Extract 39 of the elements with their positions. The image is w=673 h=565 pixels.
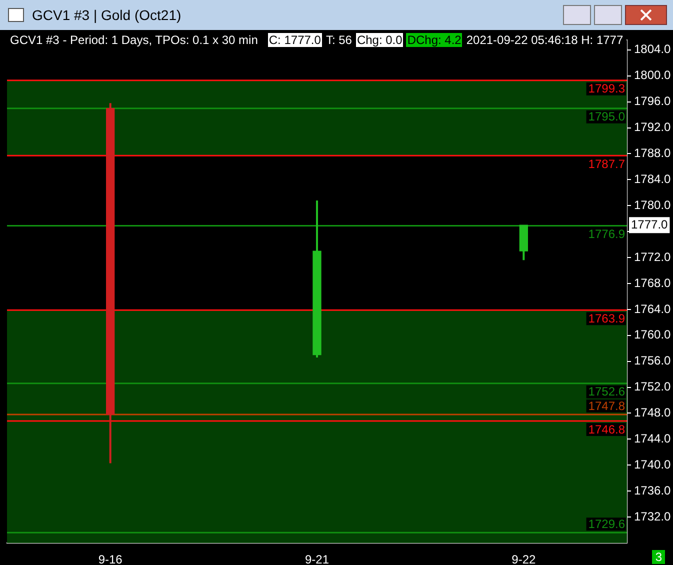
annotation: C: 1777.0 — [268, 33, 322, 47]
ref-line-label: 1729.6 — [588, 516, 626, 531]
ref-line-label: 1799.3 — [588, 82, 626, 96]
x-tick-label: 9-21 — [304, 552, 330, 565]
ref-line-label: 1787.7 — [588, 156, 626, 171]
annotation: 2021-09-22 05:46:18 H: 1777 — [465, 33, 624, 47]
y-tick-label: 1804.0 — [634, 42, 672, 56]
y-tick-label: 1752.0 — [634, 380, 672, 394]
y-tick-label: 1756.0 — [634, 354, 672, 368]
annotation: Chg: 0.0 — [356, 33, 404, 47]
y-tick-label: 1792.0 — [634, 120, 672, 134]
ref-line-label: 1747.8 — [588, 398, 626, 413]
y-tick-label: 1780.0 — [634, 198, 672, 212]
y-tick-label: 1748.0 — [634, 406, 672, 420]
y-tick-label: 1800.0 — [634, 68, 672, 82]
y-tick-label: 1772.0 — [634, 250, 672, 264]
annotation: 1777.0 — [631, 217, 668, 232]
y-tick-label: 1760.0 — [634, 328, 672, 342]
y-tick-label: 1768.0 — [634, 276, 672, 290]
ref-line-label: 1746.8 — [588, 422, 626, 436]
annotation: T: 56 — [324, 33, 353, 47]
y-tick-label: 1744.0 — [634, 432, 672, 446]
x-tick-label: 9-22 — [512, 552, 536, 565]
ref-line-label: 1752.6 — [588, 384, 626, 399]
ref-line-label: 1776.9 — [588, 227, 626, 242]
text: 3 — [652, 550, 665, 564]
ref-line-label: 1795.0 — [588, 110, 626, 124]
chart-subtitle: GCV1 #3 - Period: 1 Days, TPOs: 0.1 x 30 min — [10, 33, 258, 47]
y-tick-label: 1732.0 — [634, 509, 672, 524]
chart-title: GCV1 #3 | Gold (Oct21) — [32, 7, 182, 23]
ref-line-label: 1763.9 — [588, 311, 626, 326]
y-tick-label: 1764.0 — [634, 302, 672, 316]
y-tick-label: 1736.0 — [634, 483, 672, 498]
x-tick-label: 9-16 — [98, 552, 123, 565]
y-tick-label: 1740.0 — [634, 457, 672, 472]
y-tick-label: 1796.0 — [634, 94, 672, 108]
y-tick-label: 1788.0 — [634, 146, 672, 160]
annotation: DChg: 4.2 — [406, 33, 462, 47]
y-tick-label: 1784.0 — [634, 172, 672, 186]
